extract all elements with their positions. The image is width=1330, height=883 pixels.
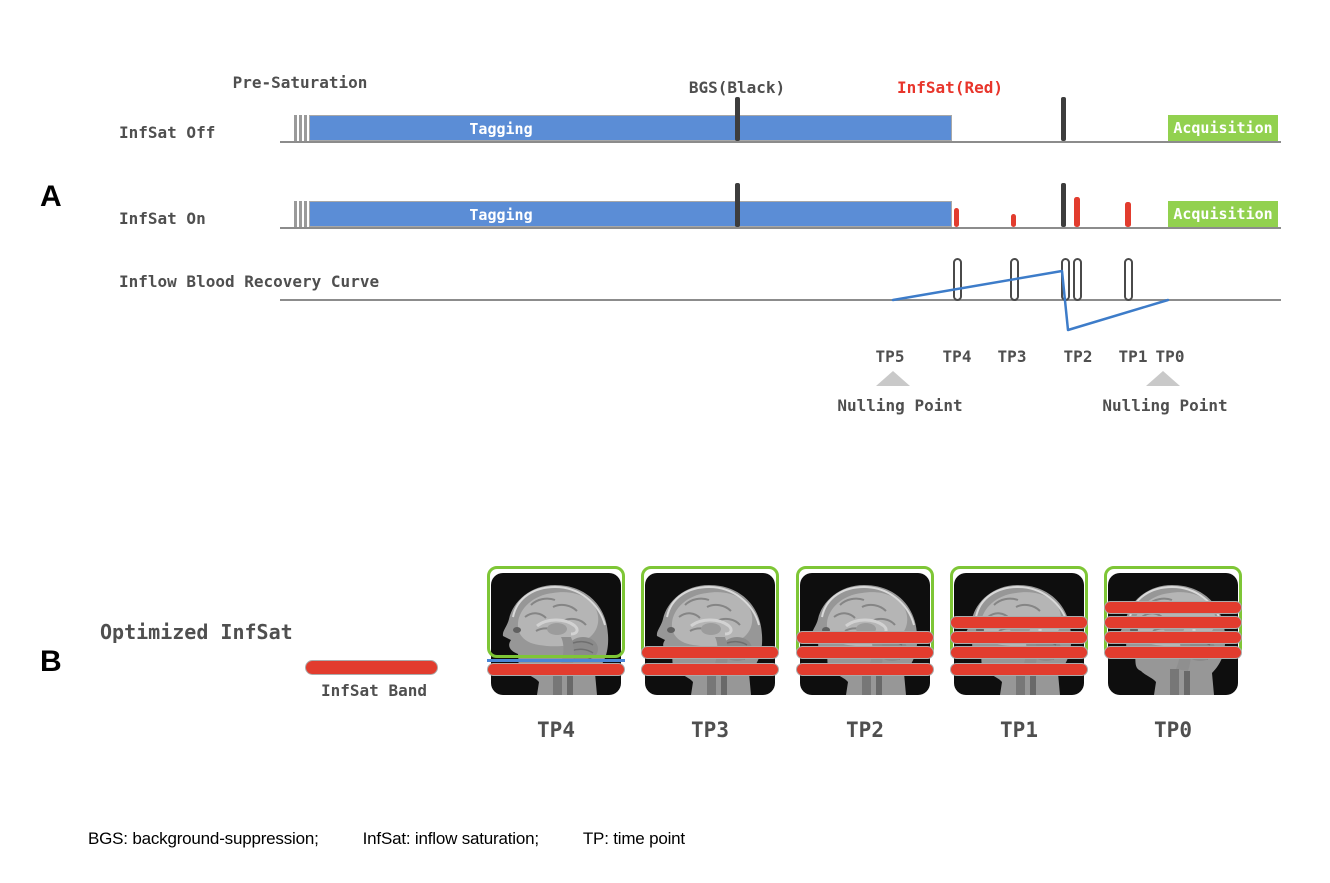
presaturation-pulse (294, 115, 297, 141)
row-label-recovery-curve: Inflow Blood Recovery Curve (119, 272, 380, 291)
presaturation-pulse (299, 115, 302, 141)
nulling-point-triangle (876, 371, 910, 386)
infsat-band (1104, 631, 1242, 644)
tagging-bar-infsat-on: Tagging (309, 201, 952, 227)
presaturation-pulse (299, 201, 302, 227)
optimized-infsat-title: Optimized InfSat (100, 620, 293, 644)
bgs-pulse (734, 97, 740, 141)
infsat-pulse (1125, 202, 1131, 227)
tp-card-tp2: TP2 (794, 560, 936, 750)
infsat-band-label: InfSat Band (321, 681, 427, 700)
timepoint-label-tp2: TP2 (1063, 347, 1093, 366)
infsat-band (1104, 601, 1242, 614)
row-label-infsat-off: InfSat Off (119, 123, 216, 142)
sampling-ellipse (1072, 258, 1082, 301)
panel-a-label: A (40, 180, 62, 213)
tp-card-tp3: TP3 (639, 560, 781, 750)
nulling-point-label: Nulling Point (837, 396, 963, 415)
timepoint-label-tp5: TP5 (875, 347, 905, 366)
tp-card-label: TP2 (846, 718, 884, 742)
panel-b-label: B (40, 645, 62, 678)
nulling-point-triangle (1146, 371, 1180, 386)
infsat-pulse (1010, 214, 1016, 227)
abbreviations-footer: BGS: background-suppression; InfSat: infl… (88, 829, 685, 849)
infsat-pulse (1074, 197, 1080, 227)
tp-card-tp0: TP0 (1102, 560, 1244, 750)
timeline-infsat-on (280, 227, 1281, 229)
timeline-recovery-curve (280, 299, 1281, 301)
infsat-band (950, 646, 1088, 659)
bgs-pulse (734, 183, 740, 227)
tp-card-tp4: TP4 (485, 560, 627, 750)
timepoint-label-tp4: TP4 (942, 347, 972, 366)
abbreviation-item: InfSat: inflow saturation; (362, 829, 539, 848)
sampling-ellipse (1123, 258, 1133, 301)
row-label-infsat-on: InfSat On (119, 209, 206, 228)
tagging-bar-label: Tagging (469, 120, 533, 138)
timepoint-label-tp0: TP0 (1155, 347, 1185, 366)
presaturation-pulse (304, 201, 307, 227)
inflow-recovery-curve (891, 269, 1170, 332)
acquisition-volume-box (487, 566, 625, 658)
acquisition-volume-box (950, 566, 1088, 658)
infsat-band (641, 646, 779, 659)
infsat-band-swatch (305, 660, 438, 675)
tp-card-label: TP0 (1154, 718, 1192, 742)
presaturation-pulse (304, 115, 307, 141)
tp-card-label: TP4 (537, 718, 575, 742)
timepoint-label-tp1: TP1 (1118, 347, 1148, 366)
abbreviation-item: BGS: background-suppression; (88, 829, 319, 848)
infsat-band (1104, 616, 1242, 629)
infsat-band (796, 663, 934, 676)
abbreviation-item: TP: time point (582, 829, 685, 848)
bgs-pulse (1060, 97, 1066, 141)
timeline-infsat-off (280, 141, 1281, 143)
infsat-band (641, 663, 779, 676)
tp-card-label: TP1 (1000, 718, 1038, 742)
timepoint-label-tp3: TP3 (997, 347, 1027, 366)
bgs-label: BGS(Black) (688, 78, 786, 97)
tagging-plane-line (487, 659, 625, 662)
infsat-band (796, 646, 934, 659)
tp-card-tp1: TP1 (948, 560, 1090, 750)
tagging-bar-label: Tagging (469, 206, 533, 224)
tagging-bar-infsat-off: Tagging (309, 115, 952, 141)
acquisition-box-infsat-on: Acquisition (1168, 201, 1278, 227)
acquisition-box-infsat-off: Acquisition (1168, 115, 1278, 141)
infsat-band (950, 663, 1088, 676)
infsat-band (1104, 646, 1242, 659)
acquisition-volume-box (796, 566, 934, 658)
infsat-band (487, 663, 625, 676)
presaturation-pulse (294, 201, 297, 227)
infsat-band (950, 616, 1088, 629)
nulling-point-label: Nulling Point (1102, 396, 1228, 415)
infsat-band (796, 631, 934, 644)
infsat-label: InfSat(Red) (897, 78, 1003, 97)
infsat-pulse (953, 208, 959, 227)
acquisition-volume-box (641, 566, 779, 658)
presaturation-label: Pre-Saturation (232, 73, 368, 92)
bgs-pulse (1060, 183, 1066, 227)
infsat-band (950, 631, 1088, 644)
tp-card-label: TP3 (691, 718, 729, 742)
sampling-ellipse (952, 258, 962, 301)
